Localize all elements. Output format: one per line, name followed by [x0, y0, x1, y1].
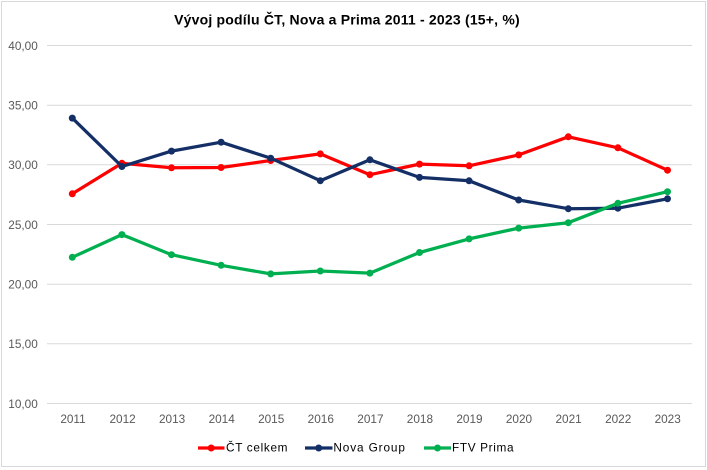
svg-text:2015: 2015: [258, 412, 285, 426]
svg-text:2021: 2021: [555, 412, 581, 426]
svg-text:2022: 2022: [605, 412, 631, 426]
svg-text:2023: 2023: [655, 412, 682, 426]
svg-text:2016: 2016: [308, 412, 335, 426]
svg-text:2017: 2017: [357, 412, 383, 426]
svg-text:15,00: 15,00: [8, 337, 38, 351]
svg-text:FTV Prima: FTV Prima: [452, 440, 514, 454]
svg-text:2020: 2020: [506, 412, 533, 426]
svg-text:2013: 2013: [159, 412, 186, 426]
svg-text:30,00: 30,00: [8, 158, 38, 172]
svg-text:25,00: 25,00: [8, 218, 38, 232]
svg-text:ČT celkem: ČT celkem: [226, 440, 288, 454]
svg-text:40,00: 40,00: [8, 39, 38, 53]
svg-text:2012: 2012: [109, 412, 135, 426]
svg-text:20,00: 20,00: [8, 278, 38, 292]
svg-text:2014: 2014: [209, 412, 236, 426]
svg-text:10,00: 10,00: [8, 397, 38, 411]
svg-text:Vývoj podílu ČT, Nova a Prima: Vývoj podílu ČT, Nova a Prima 2011 - 202…: [174, 10, 520, 27]
svg-text:2011: 2011: [60, 412, 85, 426]
svg-text:Nova Group: Nova Group: [333, 440, 405, 454]
svg-text:2019: 2019: [456, 412, 482, 426]
svg-text:35,00: 35,00: [8, 99, 38, 113]
svg-text:2018: 2018: [407, 412, 434, 426]
